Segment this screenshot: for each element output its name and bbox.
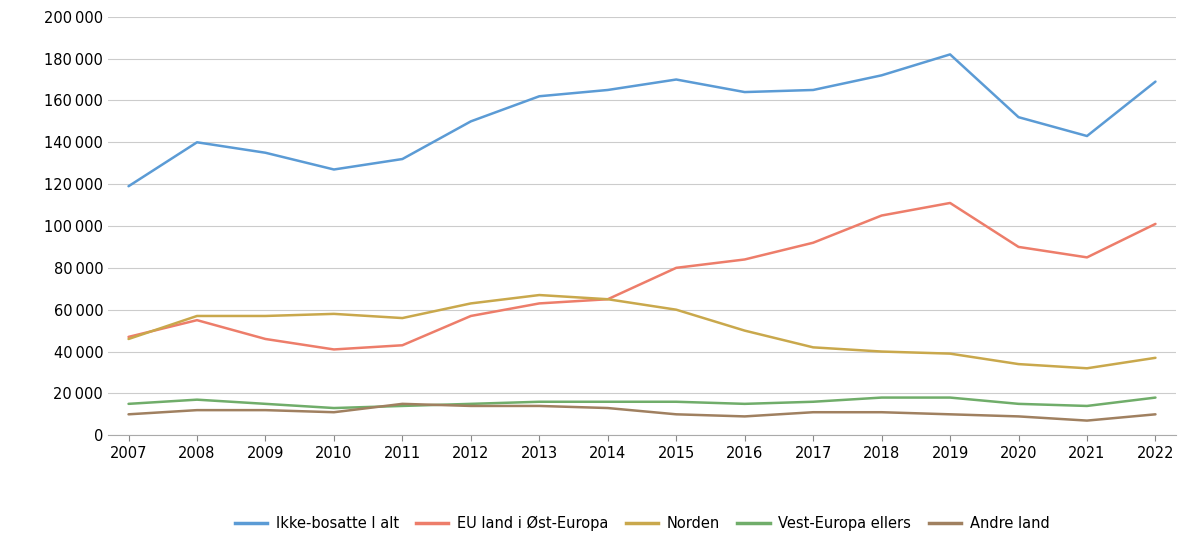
Legend: Ikke-bosatte I alt, EU land i Øst-Europa, Norden, Vest-Europa ellers, Andre land: Ikke-bosatte I alt, EU land i Øst-Europa… bbox=[229, 509, 1055, 536]
